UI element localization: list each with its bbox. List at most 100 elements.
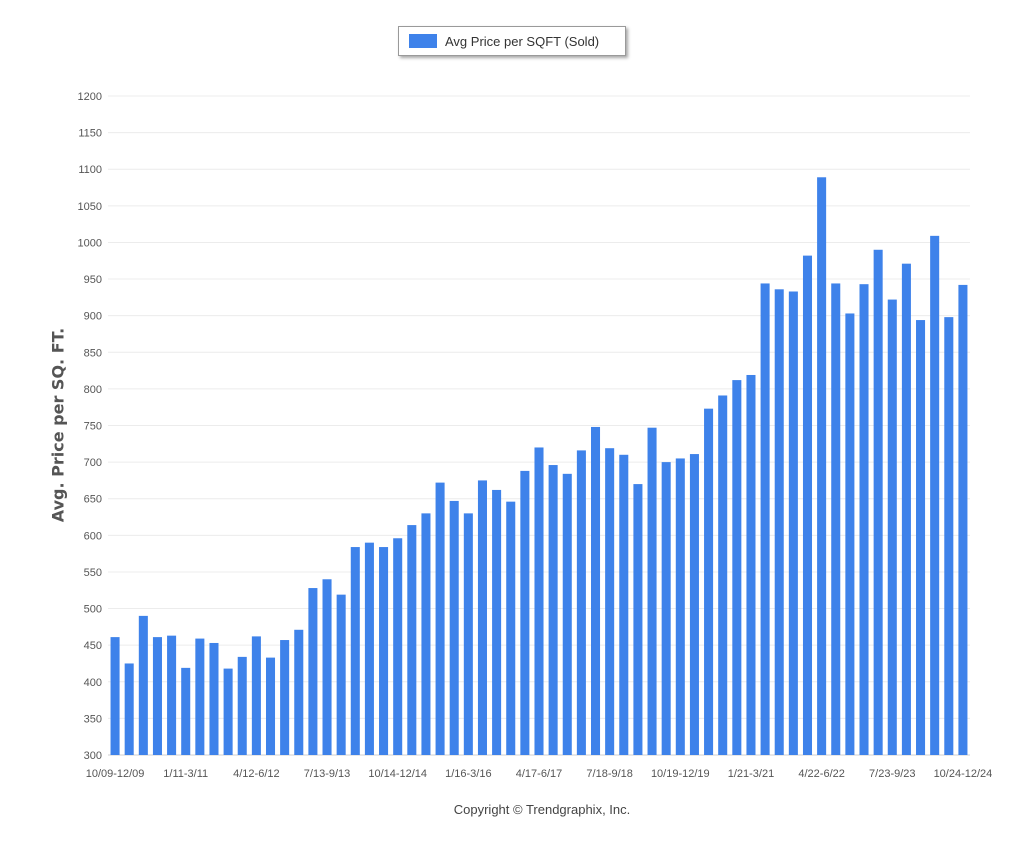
bar[interactable] [619,454,629,755]
bar[interactable] [463,513,473,755]
bar[interactable] [336,594,346,755]
bar[interactable] [265,657,276,755]
bar[interactable] [802,255,813,755]
bar[interactable] [379,547,389,755]
bar[interactable] [449,500,459,755]
x-tick-label: 1/16-3/16 [445,768,491,780]
bar[interactable] [223,668,233,755]
y-tick-label: 900 [84,311,102,323]
bar[interactable] [732,380,742,755]
bar[interactable] [435,482,445,755]
y-tick-labels: 300 350 400 450 500 550 600 650 700 750 800 850 900 9… [78,91,102,762]
bar[interactable] [152,637,162,755]
bar[interactable] [181,667,191,755]
bar[interactable] [562,473,572,755]
y-tick-label: 400 [84,677,102,689]
legend-label: Avg Price per SQFT (Sold) [445,33,600,49]
y-tick-label: 300 [84,750,102,762]
bar[interactable] [322,579,332,755]
x-tick-label: 4/12-6/12 [233,768,279,780]
x-tick-label: 10/24-12/24 [934,768,993,780]
bar[interactable] [675,458,685,755]
y-tick-label: 1050 [78,201,102,213]
y-tick-label: 1100 [78,164,102,176]
y-tick-label: 650 [84,494,102,506]
bar[interactable] [280,640,290,755]
bar[interactable] [251,636,261,755]
x-tick-label: 10/09-12/09 [86,768,145,780]
bar[interactable] [534,447,544,755]
y-tick-label: 800 [84,384,102,396]
x-tick-label: 4/17-6/17 [516,768,562,780]
bar[interactable] [689,454,699,755]
bar[interactable] [859,284,869,755]
x-tick-label: 1/11-3/11 [163,768,208,780]
bar[interactable] [647,427,657,755]
bar[interactable] [195,638,205,755]
bar[interactable] [393,538,403,755]
y-tick-label: 750 [84,421,102,433]
x-tick-labels: 10/09-12/09 1/11-3/11 4/12-6/12 7/13-9/13 10… [86,768,993,780]
bar[interactable] [887,299,897,755]
bar[interactable] [209,642,219,755]
bar[interactable] [308,588,318,755]
y-tick-label: 350 [84,713,102,725]
bar[interactable] [831,283,841,755]
bar[interactable] [350,547,360,755]
bar[interactable] [407,525,417,755]
bar[interactable] [633,484,643,755]
y-tick-label: 550 [84,567,102,579]
y-tick-label: 1000 [78,237,102,249]
y-tick-label: 600 [84,530,102,542]
y-tick-label: 1150 [78,128,102,140]
bar[interactable] [817,177,827,755]
legend[interactable]: Avg Price per SQFT (Sold) [398,26,626,56]
bar[interactable] [746,374,756,755]
x-tick-label: 10/14-12/14 [368,768,427,780]
bar[interactable] [774,289,784,755]
bar[interactable] [110,637,120,755]
x-tick-label: 1/21-3/21 [728,768,774,780]
bar[interactable] [605,448,615,755]
bar[interactable] [364,542,374,755]
bar[interactable] [506,501,516,755]
bar[interactable] [576,450,586,755]
bar[interactable] [167,635,177,755]
bar[interactable] [661,462,671,755]
bar[interactable] [138,615,148,755]
bar[interactable] [704,408,714,755]
y-tick-label: 950 [84,274,102,286]
y-tick-label: 1200 [78,91,102,103]
bar[interactable] [718,395,728,755]
bar[interactable] [492,489,502,755]
bar[interactable] [958,284,968,755]
bar[interactable] [548,465,558,755]
x-tick-label: 7/18-9/18 [586,768,632,780]
bar[interactable] [901,263,911,755]
x-tick-label: 4/22-6/22 [798,768,844,780]
bar[interactable] [520,470,530,755]
x-tick-label: 7/23-9/23 [869,768,915,780]
y-tick-label: 500 [84,604,102,616]
x-tick-label: 7/13-9/13 [304,768,350,780]
bar[interactable] [873,249,883,755]
bar[interactable] [124,663,134,755]
legend-swatch [409,34,437,48]
bar-layer [110,177,968,756]
bar[interactable] [237,656,247,755]
bar[interactable] [916,320,926,755]
bar[interactable] [930,235,940,756]
bar[interactable] [760,283,770,755]
bar[interactable] [477,480,487,755]
bar[interactable] [845,313,855,755]
bar[interactable] [421,513,431,755]
bar[interactable] [294,629,304,755]
y-tick-label: 700 [84,457,102,469]
y-tick-label: 850 [84,347,102,359]
bar[interactable] [944,317,954,755]
bar[interactable] [591,426,601,755]
bar[interactable] [788,291,798,756]
x-tick-label: 10/19-12/19 [651,768,710,780]
